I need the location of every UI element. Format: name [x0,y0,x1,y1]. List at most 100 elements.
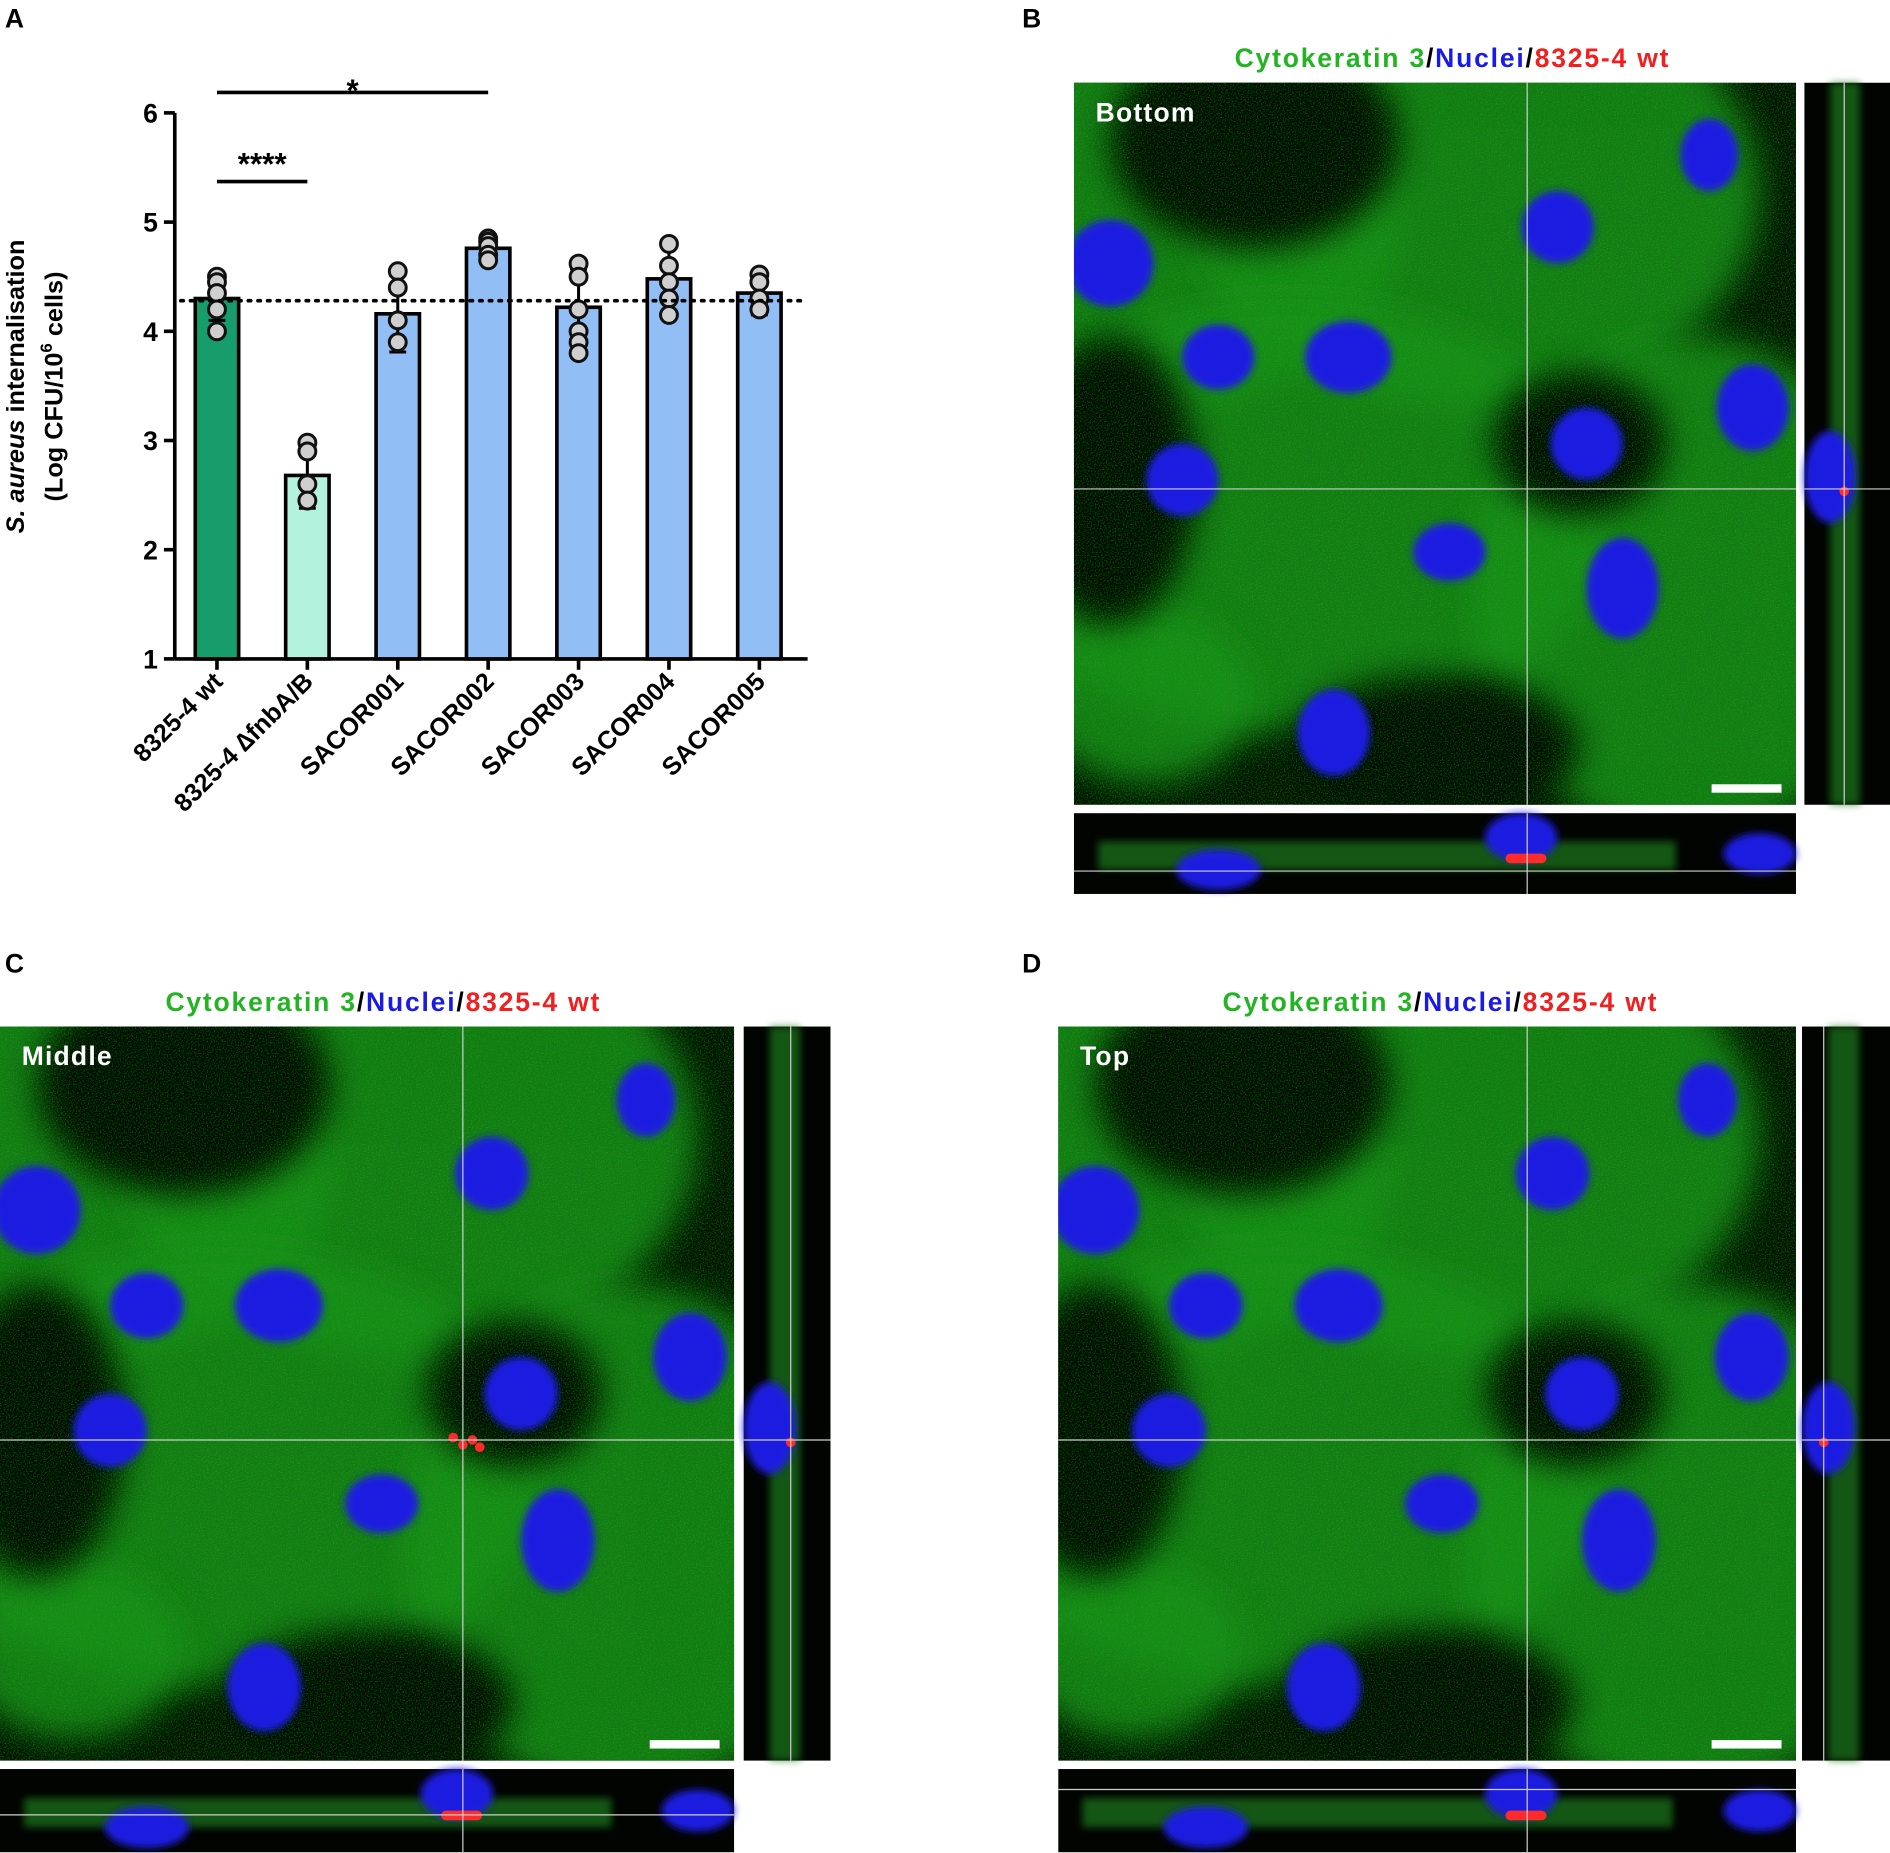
bacteria [448,1432,459,1443]
nucleus [653,1312,727,1401]
panel-title: Cytokeratin 3/Nuclei/8325-4 wt [1235,43,1671,73]
scale-bar [649,1740,720,1749]
title-part: Nuclei [1423,987,1513,1017]
image-content [0,1026,735,1761]
nucleus [110,1272,184,1339]
nucleus [234,1268,323,1343]
scale-bar [1711,784,1782,793]
title-part: / [1513,987,1522,1017]
data-point [749,299,770,320]
nucleus [1586,537,1659,639]
side-nucleus [1802,1382,1855,1474]
nucleus [455,1136,529,1211]
bar [735,291,783,661]
nucleus [1521,191,1594,264]
section-label: Middle [22,1041,113,1071]
bacteria [474,1442,485,1453]
bottom-nucleus [420,1769,493,1819]
data-point [387,310,408,331]
data-point [568,343,589,364]
nucleus [1073,219,1154,307]
panel-letter: C [5,948,24,978]
nucleus [1716,364,1789,451]
title-part: / [1526,43,1535,73]
side-nucleus [1804,431,1856,523]
y-unit-before: (Log CFU/10 [41,353,69,502]
title-part: 8325-4 wt [466,987,602,1017]
y-unit-sup: 6 [37,343,56,352]
bottom-nucleus [1485,1769,1558,1819]
title-part: / [456,987,465,1017]
nucleus [1305,321,1392,394]
nucleus [1297,689,1370,776]
title-part: / [357,987,366,1017]
image-content [1058,1026,1796,1761]
bottom-nucleus [1723,1789,1796,1832]
micrograph: Middle [0,1026,831,1853]
bar [193,296,241,661]
panel-letter: B [1022,3,1041,33]
image-content [1073,82,1796,805]
panel-letter: A [5,3,24,33]
micrograph: Bottom [1073,82,1890,894]
title-part: 8325-4 wt [1523,987,1659,1017]
speckle [1073,82,1796,805]
y-axis-label: S. aureus internalisation [2,240,30,534]
y-label-italic: S. aureus [2,420,30,534]
section-label: Bottom [1096,97,1196,127]
bar [464,246,512,661]
nucleus [1168,1272,1243,1339]
y-axis-unit: (Log CFU/106 cells) [37,271,69,501]
nucleus [1545,1356,1619,1431]
data-point [749,272,770,293]
nucleus [0,1166,81,1255]
nucleus [73,1393,147,1467]
title-part: / [1414,987,1423,1017]
data-point [387,332,408,353]
nucleus [1714,1312,1789,1401]
panel-title: Cytokeratin 3/Nuclei/8325-4 wt [165,987,601,1017]
nucleus [1182,324,1255,390]
data-point [387,261,408,282]
data-point [659,233,679,254]
y-tick-label: 4 [143,317,158,347]
nucleus [1058,1166,1140,1255]
side-nucleus [743,1382,796,1474]
y-tick-label: 3 [143,426,158,456]
data-point [568,299,589,320]
data-point [297,441,318,462]
title-part: / [1426,43,1435,73]
title-part: Cytokeratin 3 [1223,987,1414,1017]
title-part: Nuclei [1435,43,1525,73]
scale-bar [1711,1740,1782,1749]
bar [645,277,693,661]
data-point [659,288,679,309]
nucleus [1286,1643,1361,1732]
nucleus [1680,118,1739,192]
nucleus [1582,1489,1656,1592]
bottom-bacteria [1505,853,1547,864]
nucleus [1413,523,1486,581]
nucleus [345,1474,419,1534]
y-unit-after: cells) [41,271,69,343]
title-part: Nuclei [366,987,456,1017]
data-point [297,474,318,495]
nucleus [1550,407,1623,480]
significance-label: **** [238,146,288,181]
panel-letter: D [1022,948,1041,978]
micrograph: Top [1058,1026,1890,1853]
bottom-nucleus [104,1806,189,1849]
bottom-nucleus [661,1789,735,1832]
y-tick-label: 6 [143,99,158,129]
data-point [659,272,679,293]
nucleus [616,1063,676,1137]
data-point [478,250,499,271]
data-point [659,304,679,325]
bar [374,312,422,661]
data-point [387,277,408,298]
nucleus [1132,1393,1206,1467]
bottom-nucleus [1176,849,1261,890]
nucleus [227,1643,301,1732]
nucleus [1677,1063,1737,1137]
